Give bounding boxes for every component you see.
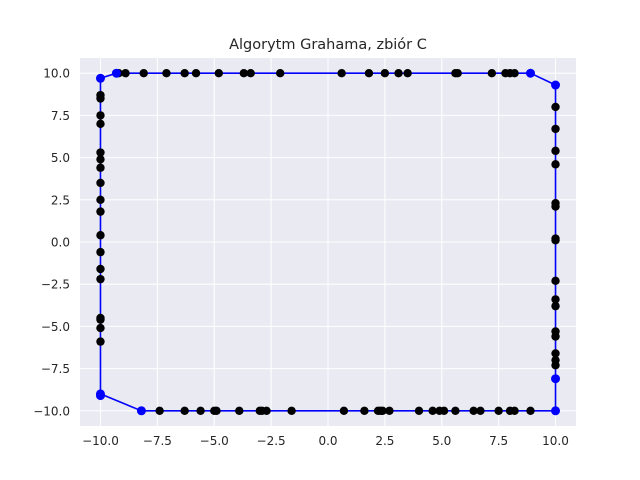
data-point (96, 315, 105, 324)
data-point (551, 295, 560, 304)
data-point (96, 337, 105, 346)
data-point (360, 406, 369, 416)
data-point (551, 124, 560, 134)
data-point (551, 146, 560, 156)
y-tick-label: −7.5 (41, 362, 70, 376)
data-point (469, 406, 478, 416)
y-tick-label: 5.0 (51, 151, 70, 165)
data-point (96, 207, 105, 216)
y-tick-label: 0.0 (51, 236, 70, 250)
data-point (96, 195, 105, 204)
y-tick-label: −2.5 (41, 278, 70, 292)
data-point (526, 406, 535, 416)
data-point (385, 406, 394, 416)
data-point (96, 94, 105, 103)
x-tick-label: 2.5 (375, 434, 394, 448)
data-point (214, 68, 223, 78)
x-tick-label: 5.0 (432, 434, 451, 448)
data-point (551, 276, 560, 286)
data-point (155, 406, 164, 416)
data-point (96, 323, 105, 333)
points (95, 68, 561, 416)
data-point (428, 406, 437, 416)
data-point (96, 247, 105, 257)
y-tick-label: −5.0 (41, 320, 70, 334)
data-point (551, 160, 560, 169)
data-point (451, 406, 460, 416)
data-point (403, 68, 412, 78)
hull-point (551, 406, 561, 416)
data-point (453, 68, 462, 78)
data-point (380, 68, 390, 78)
hull-point (525, 68, 535, 78)
x-tick-label: −5.0 (200, 434, 229, 448)
data-point (510, 68, 519, 78)
data-point (439, 406, 449, 416)
hull-point (111, 68, 121, 78)
data-point (96, 231, 105, 240)
data-point (180, 406, 189, 416)
data-point (235, 406, 244, 416)
x-tick-label: 7.5 (489, 434, 508, 448)
data-point (551, 202, 560, 211)
x-tick-label: −10.0 (82, 434, 119, 448)
chart-title: Algorytm Grahama, zbiór C (229, 37, 427, 53)
data-point (551, 102, 560, 112)
x-tick-label: 10.0 (542, 434, 569, 448)
data-point (96, 178, 105, 188)
data-point (96, 119, 105, 129)
x-axis-ticks: −10.0 −7.5 −5.0 −2.5 0.0 2.5 5.0 7.5 10.0 (82, 434, 569, 448)
y-axis-ticks: −10.0 −7.5 −5.0 −2.5 0.0 2.5 5.0 7.5 10.0 (33, 67, 70, 419)
data-point (276, 68, 285, 78)
data-point (96, 155, 105, 164)
data-point (339, 406, 349, 416)
data-point (196, 406, 205, 416)
x-tick-label: −2.5 (257, 434, 286, 448)
data-point (494, 406, 503, 416)
x-tick-label: −7.5 (143, 434, 172, 448)
data-point (476, 406, 485, 416)
data-point (121, 68, 130, 78)
data-point (262, 406, 271, 416)
data-point (551, 361, 560, 370)
data-point (551, 349, 560, 358)
y-tick-label: 7.5 (51, 109, 70, 123)
data-point (246, 68, 255, 78)
hull-point (551, 374, 561, 384)
y-tick-label: 10.0 (43, 67, 70, 81)
data-point (180, 68, 189, 78)
data-point (414, 406, 424, 416)
data-point (287, 406, 296, 416)
x-tick-label: 0.0 (318, 434, 337, 448)
data-point (510, 406, 519, 416)
y-tick-label: −10.0 (33, 404, 70, 418)
data-point (551, 332, 560, 341)
data-point (551, 236, 560, 245)
data-point (364, 68, 374, 78)
data-point (96, 111, 105, 120)
data-point (96, 264, 105, 274)
data-point (96, 274, 105, 284)
hull-point (136, 406, 146, 416)
data-point (394, 68, 403, 78)
data-point (378, 406, 387, 416)
data-point (212, 406, 221, 416)
data-point (239, 68, 249, 78)
hull-point (95, 391, 105, 401)
data-point (191, 68, 201, 78)
data-point (487, 68, 497, 78)
hull-point (95, 73, 105, 83)
y-tick-label: 2.5 (51, 193, 70, 207)
data-point (96, 148, 105, 157)
data-point (551, 301, 560, 311)
hull-point (551, 80, 561, 90)
data-point (139, 68, 148, 78)
data-point (162, 68, 171, 78)
data-point (337, 68, 346, 78)
data-point (96, 163, 105, 172)
